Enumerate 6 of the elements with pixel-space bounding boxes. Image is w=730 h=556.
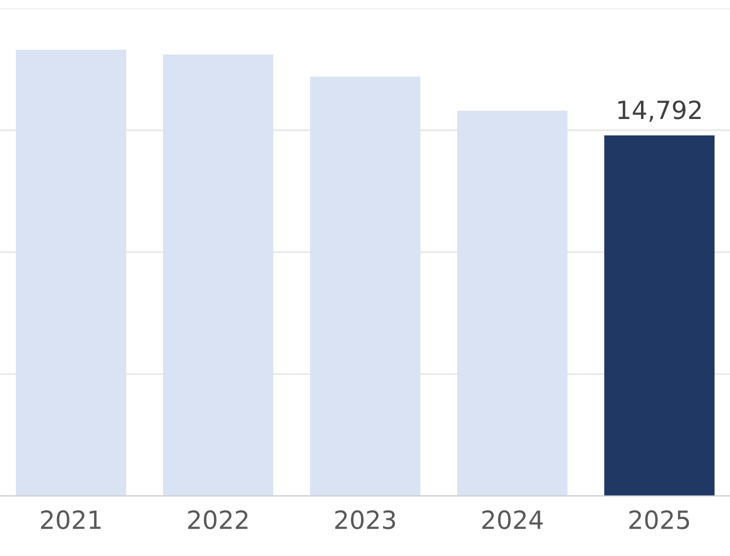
x-tick-label: 2022	[188, 510, 248, 530]
data-label: 14,792	[618, 100, 701, 122]
x-tick-label: 2024	[482, 510, 543, 530]
x-tick-label: 2023	[335, 510, 396, 530]
x-tick-label: 2025	[629, 510, 690, 530]
x-tick-label: 2021	[41, 510, 101, 530]
